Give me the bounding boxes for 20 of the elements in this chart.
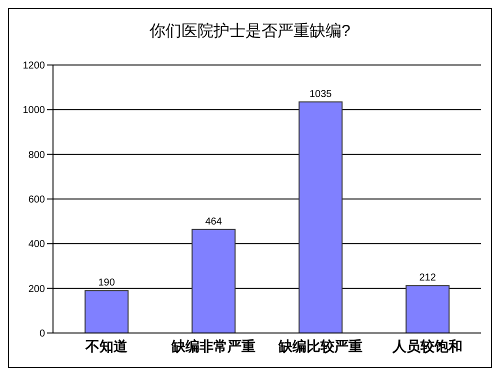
y-tick-label: 0: [39, 328, 46, 340]
chart-title: 你们医院护士是否严重缺编?: [148, 22, 352, 42]
bar: [84, 290, 129, 333]
y-tick-label: 400: [28, 239, 46, 250]
data-label: 464: [205, 216, 222, 228]
x-tick-label: 缺编非常严重: [170, 338, 256, 354]
x-tick-label: 缺编比较严重: [278, 338, 362, 354]
y-tick-label: 1000: [22, 105, 46, 116]
data-label: 1035: [309, 88, 332, 100]
y-tick-label: 200: [28, 284, 46, 295]
bar: [298, 101, 343, 333]
x-tick-label: 人员较饱和: [392, 338, 462, 354]
x-tick-label: 不知道: [84, 338, 128, 354]
y-tick-label: 1200: [22, 60, 46, 72]
bar: [192, 228, 236, 333]
y-tick-label: 800: [28, 150, 46, 161]
data-label: 212: [419, 272, 436, 284]
data-label: 190: [98, 278, 116, 289]
bar: [406, 285, 450, 333]
y-tick-label: 600: [28, 194, 46, 206]
